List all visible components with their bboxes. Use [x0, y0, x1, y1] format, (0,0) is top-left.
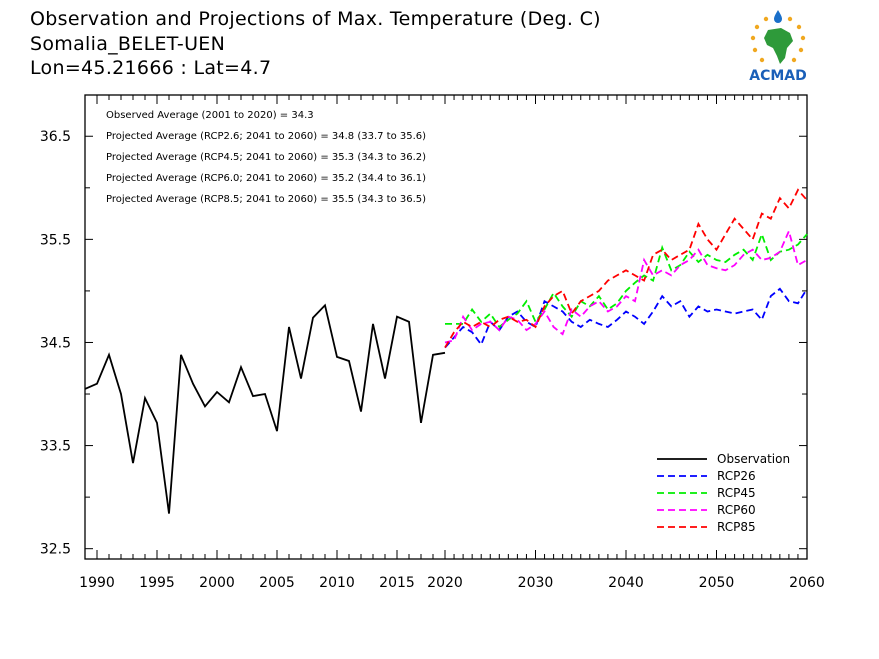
annotation-line: Projected Average (RCP2.6; 2041 to 2060)… [106, 131, 426, 142]
x-tick-label: 2050 [699, 575, 735, 591]
x-tick-label: 2040 [608, 575, 644, 591]
y-tick-label: 34.5 [40, 335, 71, 351]
plot-frame [84, 94, 808, 560]
x-tick-label: 2010 [319, 575, 355, 591]
series-line-observation [84, 303, 446, 514]
legend-label: RCP26 [717, 469, 756, 483]
annotation-line: Projected Average (RCP8.5; 2041 to 2060)… [106, 194, 426, 205]
legend-label: Observation [717, 452, 790, 466]
y-tick-label: 36.5 [40, 129, 71, 145]
series-line-rcp85 [444, 188, 808, 349]
series-line-rcp45 [445, 231, 808, 329]
x-tick-label: 2005 [259, 575, 295, 591]
legend-label: RCP60 [717, 503, 756, 517]
x-tick-label: 2030 [518, 575, 554, 591]
x-tick-label: 2000 [199, 575, 235, 591]
x-tick-label: 1990 [79, 575, 115, 591]
acmad-logo: ACMAD [749, 10, 807, 84]
station-coordinates: Lon=45.21666 : Lat=4.7 [30, 57, 272, 79]
x-tick-label: 2060 [789, 575, 825, 591]
annotation-line: Projected Average (RCP4.5; 2041 to 2060)… [106, 152, 426, 163]
y-tick-label: 33.5 [40, 439, 71, 455]
legend-label: RCP85 [717, 520, 756, 534]
chart-title: Observation and Projections of Max. Temp… [30, 8, 601, 30]
x-tick-label: 1995 [139, 575, 175, 591]
x-tick-label: 2020 [427, 575, 463, 591]
series-line-rcp60 [444, 228, 808, 344]
annotation-line: Observed Average (2001 to 2020) = 34.3 [106, 110, 314, 121]
logo-text: ACMAD [749, 68, 807, 84]
y-tick-label: 32.5 [40, 542, 71, 558]
x-tick-label: 2015 [379, 575, 415, 591]
series-line-rcp26 [444, 287, 808, 349]
y-tick-label: 35.5 [40, 232, 71, 248]
station-name: Somalia_BELET-UEN [30, 33, 226, 55]
legend-label: RCP45 [717, 486, 756, 500]
annotation-line: Projected Average (RCP6.0; 2041 to 2060)… [106, 173, 426, 184]
